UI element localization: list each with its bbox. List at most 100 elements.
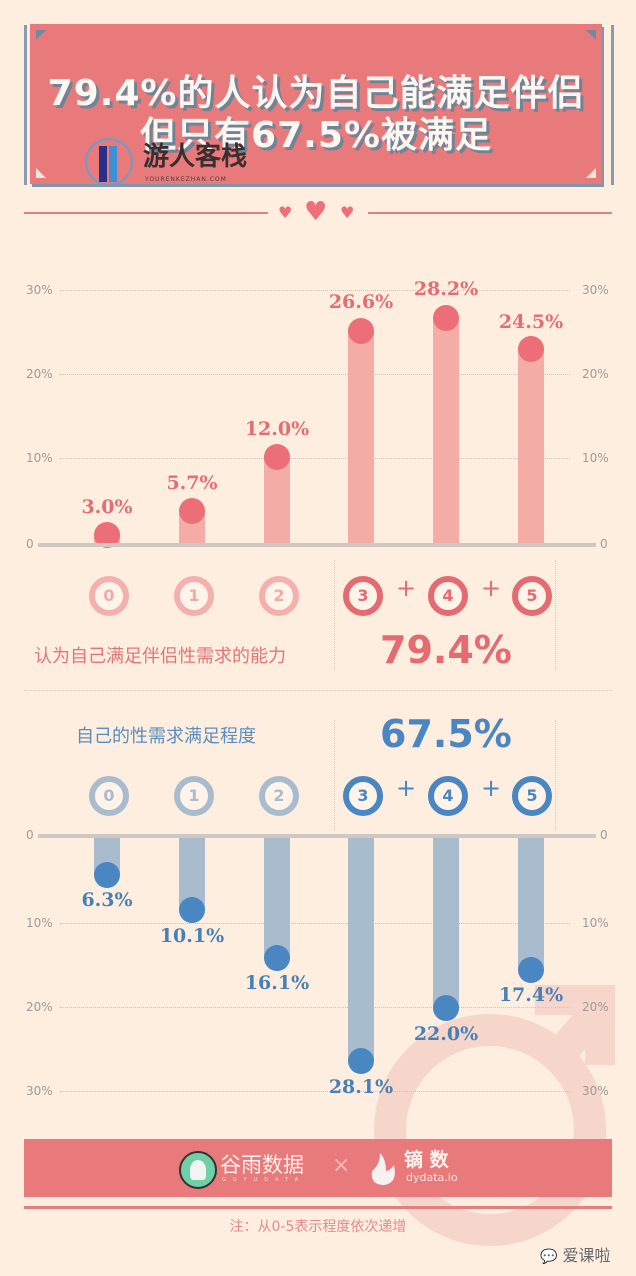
header-frame (24, 25, 614, 185)
y-tick: 0 (600, 537, 608, 551)
heart-icon: ♥ (340, 203, 355, 222)
corner-ornament (586, 30, 596, 40)
value-label: 28.2% (413, 278, 479, 300)
corner-ornament (36, 168, 46, 178)
bar (264, 836, 290, 958)
brand-guyu-sub: GUYUDATA (222, 1177, 306, 1183)
level-badge-3: 3 (343, 776, 383, 816)
bar (433, 318, 459, 545)
bar (518, 836, 544, 970)
zero-axis (38, 543, 596, 547)
level-badge-2: 2 (259, 776, 299, 816)
data-point (94, 862, 120, 888)
value-label: 22.0% (413, 1023, 479, 1045)
data-point (518, 957, 544, 983)
data-point (348, 318, 374, 344)
section-divider (24, 690, 612, 691)
wechat-account-name: 爱课啦 (562, 1246, 611, 1265)
heart-icon: ♥ (278, 203, 293, 222)
header-banner: 79.4%的人认为自己能满足伴侣 但只有67.5%被满足 (30, 24, 602, 184)
value-label: 26.6% (328, 291, 394, 313)
level-badge-5: 5 (512, 776, 552, 816)
y-tick: 20% (582, 1000, 609, 1014)
y-tick: 30% (26, 1084, 53, 1098)
value-label: 3.0% (81, 496, 133, 518)
plus-sign: + (396, 574, 417, 602)
separator (334, 720, 335, 830)
separator (334, 560, 335, 670)
bar (518, 349, 544, 545)
data-point (348, 1048, 374, 1074)
bar (433, 836, 459, 1008)
watermark-logo-text: 游人客栈 (143, 142, 248, 172)
level-badge-3: 3 (343, 576, 383, 616)
gridline (60, 1091, 570, 1092)
value-label: 17.4% (498, 984, 564, 1006)
logo-ring-icon (85, 138, 133, 186)
value-label: 12.0% (244, 418, 310, 440)
y-tick: 10% (582, 451, 609, 465)
bar (264, 457, 290, 545)
level-badge-4: 4 (428, 776, 468, 816)
watermark-logo: 游人客栈 YOURENKEZHAN.COM (85, 138, 285, 188)
level-badge-5: 5 (512, 576, 552, 616)
page-title-line-1: 79.4%的人认为自己能满足伴侣 (47, 73, 585, 114)
data-point (179, 498, 205, 524)
level-badge-4: 4 (428, 576, 468, 616)
level-badge-2: 2 (259, 576, 299, 616)
divider-line-right (368, 212, 612, 214)
value-label: 28.1% (328, 1076, 394, 1098)
separator (555, 720, 556, 830)
corner-ornament (36, 30, 46, 40)
level-badge-1: 1 (174, 576, 214, 616)
brand-dydata: 镝 数 (404, 1149, 449, 1171)
y-tick: 30% (582, 1084, 609, 1098)
level-badge-0: 0 (89, 776, 129, 816)
plus-sign: + (481, 574, 502, 602)
y-tick: 0 (26, 828, 34, 842)
watermark-url: YOURENKEZHAN.COM (145, 176, 227, 183)
y-tick: 10% (26, 451, 53, 465)
bird-logo-icon (179, 1151, 217, 1189)
gridline (60, 374, 570, 375)
gridline (60, 458, 570, 459)
y-tick: 30% (26, 283, 53, 297)
wechat-watermark: 💬 爱课啦 (540, 1242, 611, 1266)
y-tick: 0 (26, 537, 34, 551)
y-tick: 30% (582, 283, 609, 297)
value-label: 6.3% (81, 889, 133, 911)
bottom-highlight-value: 67.5% (380, 712, 512, 756)
value-label: 16.1% (244, 972, 310, 994)
y-tick: 20% (26, 367, 53, 381)
dydata-leaf-logo-icon (371, 1153, 395, 1185)
value-label: 24.5% (498, 311, 564, 333)
wechat-icon: 💬 (540, 1249, 558, 1265)
plus-sign: + (481, 774, 502, 802)
y-tick: 20% (582, 367, 609, 381)
y-tick: 0 (600, 828, 608, 842)
y-tick: 10% (582, 916, 609, 930)
separator (555, 560, 556, 670)
brand-dydata-sub: dydata.io (406, 1171, 458, 1184)
footnote: 注：从0-5表示程度依次递增 (229, 1219, 407, 1235)
data-point (518, 336, 544, 362)
y-tick: 10% (26, 916, 53, 930)
heart-icon: ♥ (304, 197, 328, 227)
data-point (433, 305, 459, 331)
zero-axis (38, 834, 596, 838)
data-point (179, 897, 205, 923)
bottom-caption: 自己的性需求满足程度 (76, 726, 256, 747)
footer-rule (24, 1206, 612, 1209)
times-sign: × (332, 1153, 351, 1178)
hearts-divider: ♥ ♥ ♥ (278, 197, 358, 227)
plus-sign: + (396, 774, 417, 802)
gridline (60, 290, 570, 291)
value-label: 5.7% (166, 472, 218, 494)
bar (348, 331, 374, 545)
data-point (433, 995, 459, 1021)
value-label: 10.1% (159, 925, 225, 947)
gridline (60, 1007, 570, 1008)
page-title-line-2: 但只有67.5%被满足 (140, 115, 492, 156)
data-point (264, 444, 290, 470)
footer-banner: 谷雨数据 GUYUDATA × 镝 数 dydata.io (24, 1139, 612, 1197)
